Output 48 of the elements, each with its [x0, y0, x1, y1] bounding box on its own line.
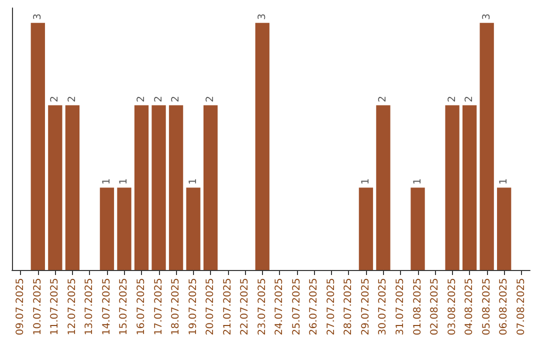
x-tick-label: 01.08.2025	[412, 278, 424, 336]
x-tick-label: 15.07.2025	[118, 278, 130, 336]
x-tick-label: 28.07.2025	[343, 278, 354, 336]
x-tick-label: 07.08.2025	[516, 278, 527, 336]
x-tick-label: 21.07.2025	[222, 278, 234, 336]
x-tick-label: 20.07.2025	[205, 278, 216, 336]
x-tick-label: 16.07.2025	[136, 278, 147, 336]
data-label: 2	[66, 96, 78, 102]
x-tick-label: 17.07.2025	[153, 278, 164, 336]
data-label: 2	[153, 96, 164, 102]
data-label: 3	[481, 13, 492, 20]
x-tick-label: 14.07.2025	[101, 278, 112, 336]
data-label: 2	[50, 96, 61, 102]
data-label: 2	[170, 96, 182, 102]
x-tick-label: 26.07.2025	[308, 278, 320, 336]
x-tick-label: 18.07.2025	[170, 278, 182, 336]
x-tick-label: 10.07.2025	[32, 278, 44, 336]
data-label: 1	[498, 178, 510, 185]
data-label: 1	[360, 178, 372, 185]
x-tick-label: 04.08.2025	[464, 278, 476, 336]
x-tick-label: 03.08.2025	[446, 278, 458, 336]
x-tick-label: 19.07.2025	[188, 278, 199, 336]
data-label: 2	[136, 96, 147, 102]
x-tick-label: 24.07.2025	[274, 278, 286, 336]
x-tick-label: 23.07.2025	[256, 278, 268, 336]
x-tick-label: 31.07.2025	[395, 278, 406, 336]
x-tick-label: 05.08.2025	[481, 278, 492, 336]
x-tick-label: 29.07.2025	[360, 278, 372, 336]
data-label: 3	[256, 13, 268, 20]
x-tick-label: 25.07.2025	[291, 278, 302, 336]
data-label: 1	[118, 178, 130, 185]
data-label: 2	[378, 96, 389, 102]
x-tick-label: 12.07.2025	[66, 278, 78, 336]
data-label: 1	[101, 178, 112, 185]
data-label: 1	[412, 178, 424, 185]
data-label: 3	[32, 13, 44, 20]
x-tick-label: 22.07.2025	[240, 278, 251, 336]
x-tick-label: 30.07.2025	[378, 278, 389, 336]
x-tick-label: 09.07.2025	[15, 278, 26, 336]
x-tick-label: 27.07.2025	[326, 278, 337, 336]
data-label: 1	[188, 178, 199, 185]
data-label: 2	[464, 96, 476, 102]
data-label: 2	[446, 96, 458, 102]
x-tick-label: 11.07.2025	[50, 278, 61, 336]
x-tick-label: 06.08.2025	[498, 278, 510, 336]
x-tick-label: 02.08.2025	[430, 278, 441, 336]
data-label: 2	[205, 96, 216, 102]
x-tick-label: 13.07.2025	[84, 278, 96, 336]
